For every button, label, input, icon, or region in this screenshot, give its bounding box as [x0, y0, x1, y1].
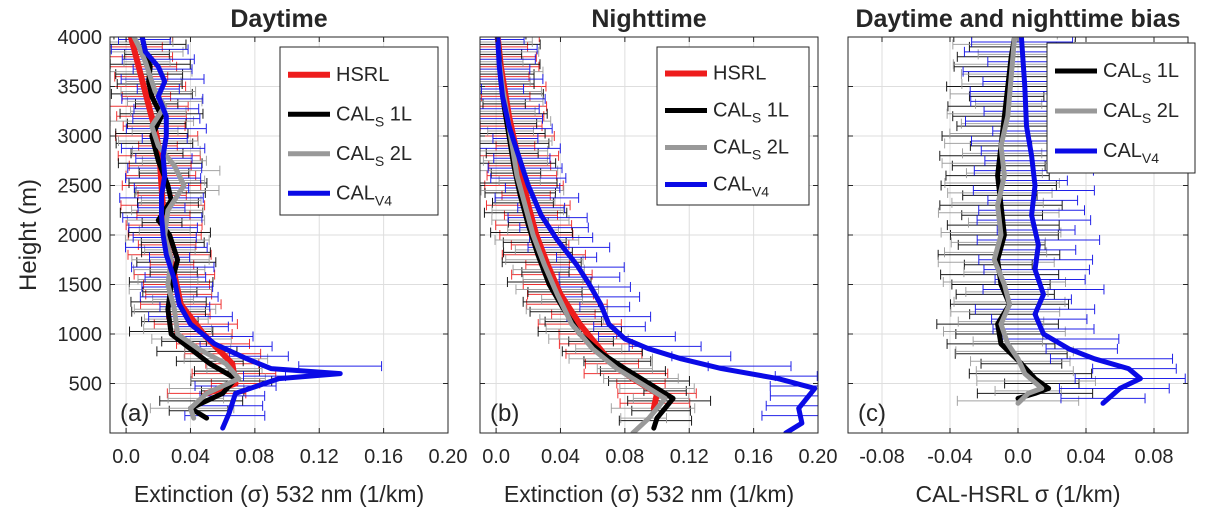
x-tick-label: 0.04 — [171, 446, 210, 468]
x-axis-label: CAL-HSRL σ (1/km) — [915, 481, 1120, 507]
legend-label: CALS 2L — [336, 143, 412, 169]
plot-area — [110, 37, 383, 431]
x-tick-label: 0.12 — [300, 446, 339, 468]
plot-area — [480, 37, 818, 433]
legend-suffix: 1L — [1151, 60, 1179, 82]
series-line-4 — [139, 37, 343, 431]
legend-label: HSRL — [336, 64, 389, 86]
series-line-3 — [1018, 37, 1143, 406]
legend-label: CALS 1L — [336, 103, 412, 129]
panel-2: 0.0 0.04 0.08 0.12 0.16 0.20 Nighttime Extincti… — [479, 5, 838, 507]
legend-subscript: S — [1142, 110, 1151, 126]
y-tick-label: 1500 — [58, 275, 103, 297]
x-tick-label: 0.16 — [364, 446, 403, 468]
x-tick-label: 0.0 — [112, 446, 140, 468]
legend-subscript: S — [1142, 70, 1151, 86]
y-tick-label: 500 — [69, 374, 102, 396]
panel-1: 0.0 0.04 0.08 0.12 0.16 0.20 500 1000 1500 2000 25… — [15, 5, 467, 507]
x-tick-label: 0.20 — [799, 446, 838, 468]
x-tick-label: 0.12 — [670, 446, 709, 468]
legend-suffix: 2L — [1151, 100, 1179, 122]
y-tick-label: 4000 — [58, 27, 103, 49]
legend-subscript: V4 — [1142, 150, 1159, 166]
x-tick-label: 0.04 — [541, 446, 580, 468]
x-tick-label: 0.08 — [1135, 446, 1174, 468]
legend-subscript: S — [375, 113, 384, 129]
x-tick-label: 0.16 — [734, 446, 773, 468]
series-line-4 — [495, 37, 818, 433]
legend-label: CALS 2L — [713, 137, 789, 163]
x-tick-label: 0.0 — [482, 446, 510, 468]
legend-subscript: S — [752, 110, 761, 126]
legend-label: CALS 1L — [713, 100, 789, 126]
y-tick-label: 2000 — [58, 225, 103, 247]
x-tick-label: 0.08 — [605, 446, 644, 468]
x-tick-label: 0.20 — [429, 446, 468, 468]
x-axis-label: Extinction (σ) 532 nm (1/km) — [504, 481, 794, 507]
plot-area — [936, 37, 1186, 406]
legend-suffix: 2L — [761, 137, 789, 159]
legend-subscript: V4 — [375, 192, 392, 208]
x-tick-label: 0.08 — [235, 446, 274, 468]
panel-title: Daytime — [230, 5, 327, 33]
series-line-3 — [131, 37, 242, 421]
panel-label: (c) — [858, 400, 886, 427]
panel-title: Nighttime — [591, 5, 706, 33]
legend-label: CALS 1L — [1103, 60, 1179, 86]
x-tick-label: -0.04 — [927, 446, 973, 468]
legend-subscript: S — [375, 153, 384, 169]
legend-suffix: 2L — [384, 143, 412, 165]
legend-subscript: V4 — [752, 184, 769, 200]
legend-suffix: 1L — [761, 100, 789, 122]
y-tick-label: 1000 — [58, 324, 103, 346]
x-tick-label: 0.0 — [1004, 446, 1032, 468]
legend-label: CALV4 — [713, 174, 769, 200]
y-tick-label: 3500 — [58, 77, 103, 99]
panel-3: -0.08 -0.04 0.0 0.04 0.08 Daytime and nightti… — [847, 5, 1196, 507]
series-line-2 — [991, 37, 1045, 406]
legend-subscript: S — [752, 147, 761, 163]
panel-label: (a) — [120, 400, 149, 427]
x-tick-label: -0.08 — [859, 446, 905, 468]
panel-label: (b) — [490, 400, 519, 427]
legend-suffix: 1L — [384, 103, 412, 125]
legend-label: CALS 2L — [1103, 100, 1179, 126]
error-bars-4 — [110, 37, 383, 421]
y-tick-label: 3000 — [58, 126, 103, 148]
panel-title: Daytime and nighttime bias — [855, 5, 1180, 33]
x-tick-label: 0.04 — [1067, 446, 1106, 468]
y-tick-label: 2500 — [58, 176, 103, 198]
y-axis-label: Height (m) — [15, 179, 42, 291]
legend-label: HSRL — [713, 63, 766, 85]
x-axis-label: Extinction (σ) 532 nm (1/km) — [134, 481, 424, 507]
legend: HSRL CALS 1L CALS 2L CALV4 — [656, 46, 810, 206]
